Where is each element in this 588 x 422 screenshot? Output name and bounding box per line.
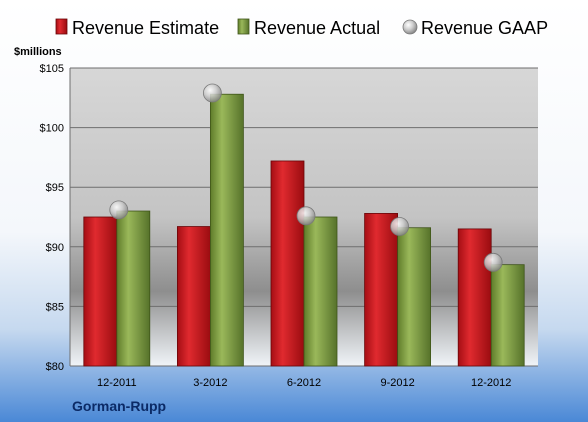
bar-revenue-actual [397,227,432,367]
axis-ticks: $80 $85 $90 $95 $100 $105 12-2011 3-2012 6-2012 9… [40,63,512,389]
legend-swatch [237,18,250,35]
bar-revenue-estimate [457,228,492,367]
legend-swatch [402,19,418,35]
legend: Revenue Estimate Revenue Actual Revenue GA… [55,18,548,38]
bar-revenue-estimate [176,226,211,367]
bar-revenue-actual [209,93,244,367]
bar-revenue-actual [490,264,525,367]
bar-revenue-estimate [270,160,305,367]
y-tick-label: $90 [46,242,64,254]
y-tick-label: $105 [40,63,64,75]
x-tick-label: 12-2012 [471,377,511,389]
bars [83,93,525,367]
legend-label: Revenue Actual [254,18,380,38]
bar-revenue-actual [116,210,151,367]
marker-revenue-gaap [483,252,503,272]
marker-revenue-gaap [202,83,222,103]
x-tick-label: 3-2012 [193,377,227,389]
bar-revenue-estimate [83,216,118,367]
legend-swatch [55,18,68,35]
x-tick-label: 12-2011 [97,377,137,389]
y-tick-label: $100 [40,123,64,135]
x-tick-label: 9-2012 [380,377,414,389]
marker-revenue-gaap [296,206,316,226]
y-tick-label: $95 [46,182,64,194]
x-tick-label: 6-2012 [287,377,321,389]
y-tick-label: $85 [46,301,64,313]
y-tick-label: $80 [46,361,64,373]
y-axis-label: $millions [14,46,62,58]
bar-revenue-actual [303,216,338,367]
legend-label: Revenue Estimate [72,18,219,38]
marker-revenue-gaap [109,200,129,220]
marker-revenue-gaap [390,217,410,236]
legend-label: Revenue GAAP [421,18,548,38]
gaap-markers [109,83,503,272]
bar-revenue-estimate [364,213,399,367]
company-name: Gorman-Rupp [72,398,166,414]
